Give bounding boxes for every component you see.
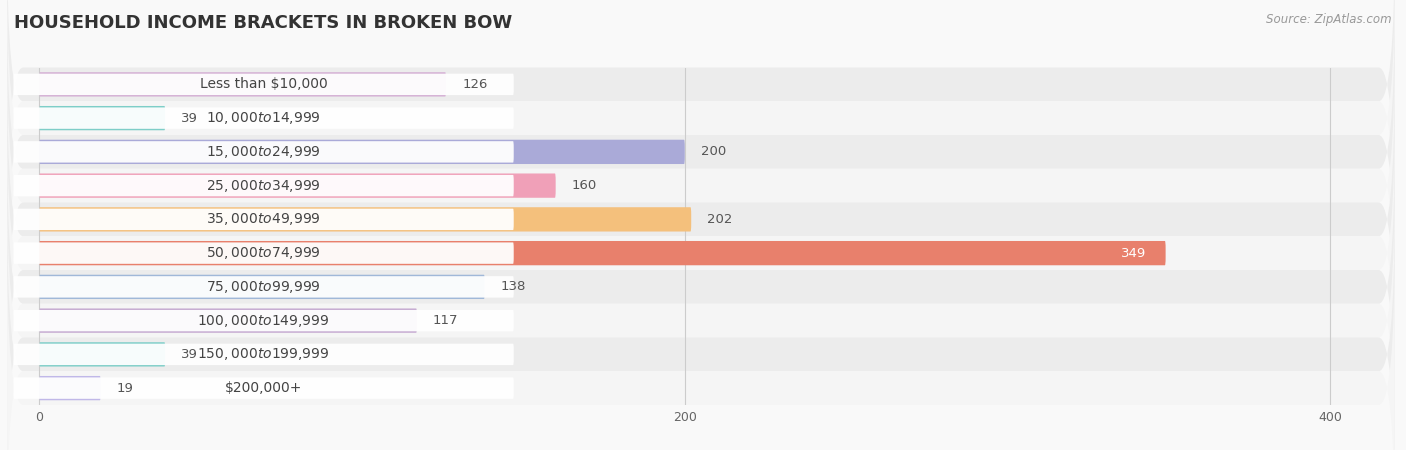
Text: 19: 19 (117, 382, 134, 395)
FancyBboxPatch shape (7, 169, 1395, 450)
FancyBboxPatch shape (39, 174, 555, 198)
Text: 349: 349 (1121, 247, 1146, 260)
Text: 160: 160 (572, 179, 598, 192)
FancyBboxPatch shape (7, 236, 1395, 450)
FancyBboxPatch shape (7, 0, 1395, 236)
FancyBboxPatch shape (39, 342, 165, 366)
Text: 39: 39 (181, 112, 198, 125)
Text: $35,000 to $49,999: $35,000 to $49,999 (207, 212, 321, 227)
FancyBboxPatch shape (14, 310, 513, 331)
FancyBboxPatch shape (39, 140, 685, 164)
Text: 200: 200 (702, 145, 725, 158)
FancyBboxPatch shape (39, 106, 165, 130)
Text: 138: 138 (501, 280, 526, 293)
FancyBboxPatch shape (14, 141, 513, 162)
FancyBboxPatch shape (14, 344, 513, 365)
FancyBboxPatch shape (39, 274, 485, 299)
Text: $50,000 to $74,999: $50,000 to $74,999 (207, 245, 321, 261)
FancyBboxPatch shape (7, 101, 1395, 405)
Text: 202: 202 (707, 213, 733, 226)
Text: $75,000 to $99,999: $75,000 to $99,999 (207, 279, 321, 295)
FancyBboxPatch shape (14, 74, 513, 95)
Text: HOUSEHOLD INCOME BRACKETS IN BROKEN BOW: HOUSEHOLD INCOME BRACKETS IN BROKEN BOW (14, 14, 512, 32)
Text: $15,000 to $24,999: $15,000 to $24,999 (207, 144, 321, 160)
Text: 126: 126 (463, 78, 488, 91)
FancyBboxPatch shape (7, 135, 1395, 439)
FancyBboxPatch shape (7, 68, 1395, 371)
FancyBboxPatch shape (7, 34, 1395, 338)
FancyBboxPatch shape (14, 276, 513, 297)
FancyBboxPatch shape (14, 209, 513, 230)
Text: $150,000 to $199,999: $150,000 to $199,999 (197, 346, 330, 362)
FancyBboxPatch shape (14, 378, 513, 399)
Text: $25,000 to $34,999: $25,000 to $34,999 (207, 178, 321, 194)
Text: $200,000+: $200,000+ (225, 381, 302, 395)
Text: Less than $10,000: Less than $10,000 (200, 77, 328, 91)
FancyBboxPatch shape (39, 309, 418, 333)
Text: Source: ZipAtlas.com: Source: ZipAtlas.com (1267, 14, 1392, 27)
FancyBboxPatch shape (39, 72, 446, 96)
FancyBboxPatch shape (39, 241, 1166, 266)
FancyBboxPatch shape (7, 0, 1395, 304)
FancyBboxPatch shape (7, 202, 1395, 450)
FancyBboxPatch shape (7, 0, 1395, 270)
Text: $100,000 to $149,999: $100,000 to $149,999 (197, 313, 330, 328)
Text: 39: 39 (181, 348, 198, 361)
FancyBboxPatch shape (39, 376, 101, 400)
FancyBboxPatch shape (14, 108, 513, 129)
FancyBboxPatch shape (14, 175, 513, 196)
Text: 117: 117 (433, 314, 458, 327)
Text: $10,000 to $14,999: $10,000 to $14,999 (207, 110, 321, 126)
FancyBboxPatch shape (39, 207, 692, 231)
FancyBboxPatch shape (14, 243, 513, 264)
